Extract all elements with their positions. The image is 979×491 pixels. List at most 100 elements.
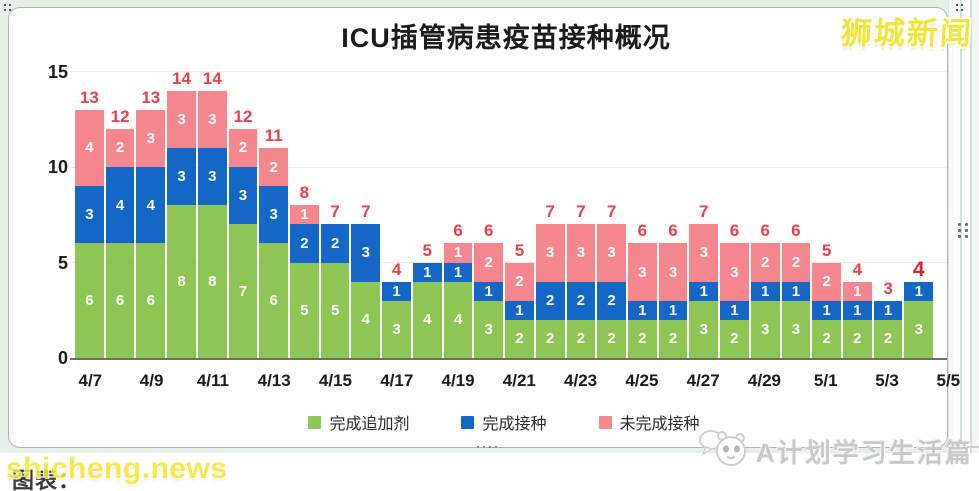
- segment-value: 1: [699, 282, 708, 300]
- bar-column-4/30: 6 2 1 3: [781, 221, 811, 358]
- corner-dots-icon: [956, 4, 966, 14]
- segment-value: 3: [177, 110, 186, 128]
- bar-column-4/13: 11 2 3 6: [259, 125, 289, 358]
- bar-segment: 3: [75, 186, 104, 244]
- bar-segment: 6: [75, 243, 104, 358]
- segment-value: 2: [822, 273, 831, 291]
- bar-column-4/21: 5 2 1 2: [505, 241, 534, 358]
- source-text: 图表：: [12, 468, 82, 491]
- y-tick-label: 5: [57, 252, 68, 273]
- segment-value: 3: [699, 320, 708, 338]
- bar-segment: 3: [167, 147, 196, 206]
- total-label: 14: [202, 68, 222, 88]
- segment-value: 3: [392, 320, 401, 338]
- segment-value: 2: [330, 234, 340, 252]
- segment-value: 3: [668, 263, 678, 281]
- bar-column-4/10: 14 3 3 8: [167, 69, 196, 358]
- bar-segment: 4: [351, 281, 381, 358]
- segment-value: 3: [576, 244, 586, 262]
- bar-segment: 1: [812, 300, 841, 320]
- bar-column-4/26: 6 3 1 2: [658, 221, 688, 358]
- bar-column-4/7: 13 4 3 6: [75, 88, 104, 358]
- total-label: 4: [852, 259, 863, 279]
- bar-column-4/14: 8 1 2 5: [290, 183, 319, 358]
- bar-segment: 4: [412, 281, 442, 358]
- bar-segment: 3: [535, 224, 565, 282]
- segment-value: 1: [914, 282, 923, 300]
- segment-value: 4: [453, 311, 463, 329]
- total-label: 8: [299, 183, 310, 203]
- resize-grip-icon[interactable]: [958, 223, 968, 238]
- total-label: 3: [883, 278, 893, 298]
- segment-value: 2: [238, 139, 248, 157]
- bar-segment: 1: [689, 281, 719, 301]
- watermark-shicheng: shicheng.news: [6, 452, 228, 485]
- bar-segment: 2: [842, 319, 872, 358]
- bar-column-4/25: 6 3 1 2: [627, 221, 657, 358]
- segment-value: 3: [208, 168, 217, 186]
- segment-value: 3: [85, 206, 94, 224]
- bar-segment: 1: [443, 243, 473, 263]
- x-tick-label: 4/13: [257, 371, 291, 390]
- bar-segment: 3: [167, 90, 196, 148]
- bar-segment: 2: [781, 243, 811, 282]
- bar-column-4/24: 7 3 2 2: [597, 202, 626, 358]
- bar-segment: 3: [382, 300, 411, 358]
- bottom-handle-icon[interactable]: [477, 445, 503, 450]
- bar-segment: 2: [535, 319, 565, 358]
- y-tick-label: 0: [57, 348, 68, 368]
- x-tick-label: 4/15: [318, 371, 352, 390]
- segment-value: 2: [638, 330, 647, 348]
- bar-segment: 3: [351, 224, 381, 282]
- segment-value: 1: [668, 301, 678, 319]
- gridline-15: [70, 71, 947, 72]
- segment-value: 6: [115, 292, 125, 310]
- segment-value: 1: [638, 301, 647, 319]
- bar-segment: 1: [873, 300, 903, 320]
- segment-value: 2: [300, 234, 309, 252]
- bar-segment: 7: [228, 224, 258, 358]
- aplan-logo-icon: [698, 427, 752, 476]
- x-axis: 4/7 4/9 4/11 4/13 4/15 4/17 4/19 4/21 4/23 4/25 4/…: [75, 371, 960, 395]
- total-label: 6: [791, 221, 801, 241]
- bar-segment: 1: [658, 300, 688, 320]
- segment-value: 4: [361, 311, 370, 329]
- segment-value: 2: [761, 254, 770, 272]
- bar-segment: 6: [259, 243, 289, 358]
- bar-column-5/1: 5 2 1 2: [812, 241, 841, 358]
- bar-segment: 5: [290, 262, 319, 358]
- segment-value: 4: [146, 196, 155, 214]
- segment-value: 3: [177, 168, 186, 186]
- segment-value: 1: [300, 206, 309, 224]
- bar-segment: 2: [812, 262, 841, 301]
- x-tick-label: 4/25: [625, 371, 659, 390]
- total-label: 7: [545, 202, 555, 222]
- total-label: 5: [514, 240, 525, 260]
- segment-value: 3: [545, 244, 555, 262]
- segment-value: 1: [791, 282, 801, 300]
- bar-segment: 1: [904, 281, 934, 301]
- x-tick-label: 4/27: [686, 371, 720, 390]
- segment-value: 6: [146, 292, 155, 310]
- bar-segment: 2: [474, 243, 504, 282]
- segment-value: 1: [423, 263, 432, 281]
- x-tick-label: 4/23: [564, 371, 598, 390]
- corner-dots-icon: [4, 4, 14, 14]
- bar-segment: 8: [167, 205, 196, 358]
- x-tick-label: 4/17: [380, 371, 414, 390]
- bar-segment: 2: [750, 243, 780, 282]
- x-tick-label: 5/5: [936, 371, 961, 390]
- segment-value: 2: [576, 292, 586, 310]
- segment-value: 2: [484, 254, 493, 272]
- segment-value: 1: [822, 301, 831, 319]
- total-label: 4: [391, 259, 402, 279]
- total-label: 11: [264, 125, 283, 145]
- bar-column-4/29: 6 2 1 3: [750, 221, 780, 358]
- segment-value: 2: [607, 330, 616, 348]
- segment-value: 2: [791, 254, 801, 272]
- bar-segment: 2: [228, 128, 258, 168]
- segment-value: 3: [238, 187, 248, 205]
- segment-value: 2: [668, 330, 678, 348]
- segment-value: 2: [545, 330, 555, 348]
